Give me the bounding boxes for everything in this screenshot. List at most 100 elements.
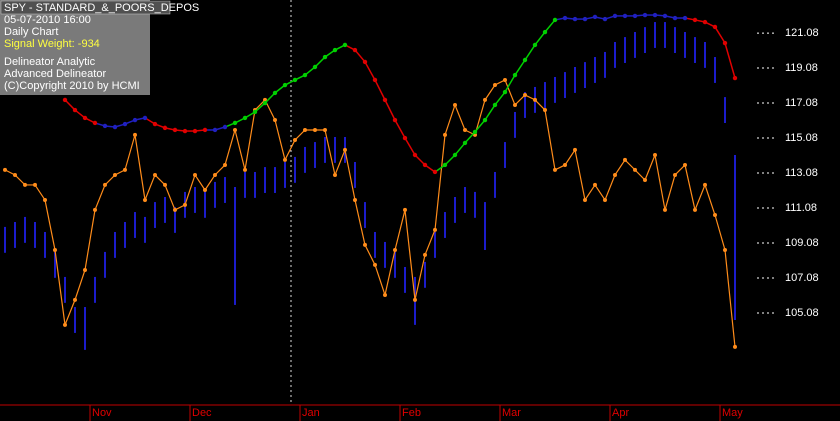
delineator-point xyxy=(612,13,618,19)
delineator-point xyxy=(602,16,608,22)
delineator-point xyxy=(342,42,348,48)
delineator-segment xyxy=(724,42,736,79)
oscillator-point xyxy=(563,162,567,167)
info-line: Advanced Delineator xyxy=(4,68,106,80)
title-box xyxy=(0,0,171,15)
delineator-point xyxy=(162,125,168,131)
oscillator-point xyxy=(683,162,687,167)
delineator-segment xyxy=(464,131,476,144)
delineator-point xyxy=(292,77,298,83)
delineator-point xyxy=(712,24,718,30)
delineator-segment xyxy=(544,19,556,33)
delineator-point xyxy=(702,19,708,25)
delineator-point xyxy=(722,40,728,46)
oscillator-point xyxy=(123,167,127,172)
delineator-segment xyxy=(474,119,486,133)
oscillator-point xyxy=(23,182,27,187)
y-tick-label: 109.08 xyxy=(785,237,819,249)
oscillator-point xyxy=(533,97,537,102)
info-line: 05-07-2010 16:00 xyxy=(4,14,91,26)
delineator-point xyxy=(632,13,638,19)
delineator-point xyxy=(492,102,498,108)
oscillator-point xyxy=(73,297,77,302)
oscillator-point xyxy=(13,172,17,177)
delineator-point xyxy=(102,123,108,129)
delineator-point xyxy=(552,17,558,23)
oscillator-point xyxy=(633,167,637,172)
delineator-segment xyxy=(354,49,366,63)
delineator-point xyxy=(352,47,358,53)
delineator-segment xyxy=(364,61,376,81)
oscillator-point xyxy=(113,172,117,177)
oscillator-point xyxy=(693,207,697,212)
delineator-point xyxy=(252,109,258,115)
x-tick-label: Nov xyxy=(92,407,112,419)
oscillator-point xyxy=(313,127,317,132)
delineator-point xyxy=(502,89,508,95)
delineator-point xyxy=(582,16,588,22)
delineator-segment xyxy=(64,99,76,111)
delineator-segment xyxy=(254,102,266,113)
oscillator-point xyxy=(603,197,607,202)
delineator-point xyxy=(92,120,98,126)
delineator-point xyxy=(202,127,208,133)
oscillator-point xyxy=(343,147,347,152)
oscillator-point xyxy=(503,77,507,82)
oscillator-point xyxy=(43,197,47,202)
oscillator-point xyxy=(373,262,377,267)
x-tick-label: Feb xyxy=(402,407,421,419)
oscillator-line xyxy=(4,79,736,347)
oscillator-point xyxy=(243,167,247,172)
delineator-point xyxy=(272,90,278,96)
delineator-point xyxy=(472,129,478,135)
oscillator-point xyxy=(223,162,227,167)
oscillator-point xyxy=(403,207,407,212)
delineator-point xyxy=(662,13,668,19)
delineator-point xyxy=(682,15,688,21)
delineator-point xyxy=(592,14,598,20)
oscillator-point xyxy=(623,157,627,162)
y-tick-label: 121.08 xyxy=(785,27,819,39)
delineator-point xyxy=(402,135,408,141)
oscillator-point xyxy=(523,92,527,97)
oscillator-point xyxy=(303,127,307,132)
oscillator-point xyxy=(33,182,37,187)
oscillator-point xyxy=(203,187,207,192)
delineator-point xyxy=(192,128,198,134)
delineator-point xyxy=(122,121,128,127)
oscillator-point xyxy=(163,182,167,187)
delineator-point xyxy=(172,127,178,133)
delineator-point xyxy=(222,124,228,130)
oscillator-point xyxy=(443,132,447,137)
oscillator-point xyxy=(233,127,237,132)
delineator-point xyxy=(322,54,328,60)
x-tick-label: Mar xyxy=(502,407,521,419)
delineator-segment xyxy=(494,91,506,106)
delineator-segment xyxy=(504,74,516,93)
delineator-point xyxy=(262,100,268,106)
delineator-segment xyxy=(394,119,406,139)
delineator-segment xyxy=(414,154,426,166)
y-tick-label: 117.08 xyxy=(785,97,818,109)
oscillator-point xyxy=(613,172,617,177)
delineator-segment xyxy=(264,92,276,104)
oscillator-point xyxy=(353,197,357,202)
oscillator-point xyxy=(463,127,467,132)
oscillator-point xyxy=(653,153,657,158)
oscillator-point xyxy=(143,197,147,202)
oscillator-point xyxy=(513,102,517,107)
delineator-point xyxy=(622,13,628,19)
oscillator-point xyxy=(583,197,587,202)
oscillator-point xyxy=(543,108,547,113)
delineator-point xyxy=(392,117,398,123)
oscillator-point xyxy=(213,172,217,177)
delineator-point xyxy=(442,162,448,168)
oscillator-point xyxy=(703,182,707,187)
oscillator-point xyxy=(393,247,397,252)
oscillator-point xyxy=(433,227,437,232)
delineator-point xyxy=(462,140,468,146)
oscillator-point xyxy=(733,344,737,349)
oscillator-point xyxy=(593,182,597,187)
oscillator-point xyxy=(573,147,577,152)
